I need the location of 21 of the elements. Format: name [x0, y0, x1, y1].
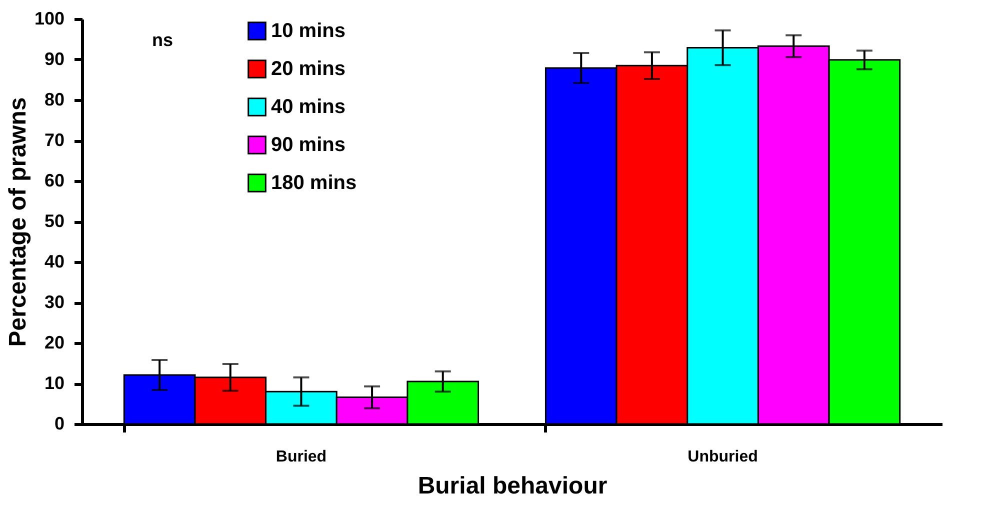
legend-label: 20 mins	[271, 58, 346, 80]
y-tick-label: 70	[44, 130, 64, 150]
y-tick-label: 50	[44, 211, 64, 231]
y-tick-label: 60	[44, 170, 64, 190]
x-tick-label: Buried	[276, 448, 327, 466]
legend-label: 180 mins	[271, 172, 357, 194]
y-tick-label: 10	[44, 373, 64, 393]
y-tick-label: 80	[44, 90, 64, 110]
y-tick-label: 90	[44, 49, 64, 69]
y-tick-label: 0	[54, 414, 64, 434]
legend-label: 90 mins	[271, 134, 346, 156]
annotation: ns	[152, 30, 174, 50]
y-tick-label: 20	[44, 332, 64, 352]
y-axis-title: Percentage of prawns	[4, 97, 32, 347]
y-tick-label: 30	[44, 292, 64, 312]
y-tick-label: 40	[44, 252, 64, 272]
legend-label: 40 mins	[271, 96, 346, 118]
x-tick-label: Unburied	[688, 448, 758, 466]
x-axis-title: Burial behaviour	[418, 472, 608, 500]
legend-label: 10 mins	[271, 20, 346, 42]
y-tick-label: 100	[34, 8, 64, 28]
